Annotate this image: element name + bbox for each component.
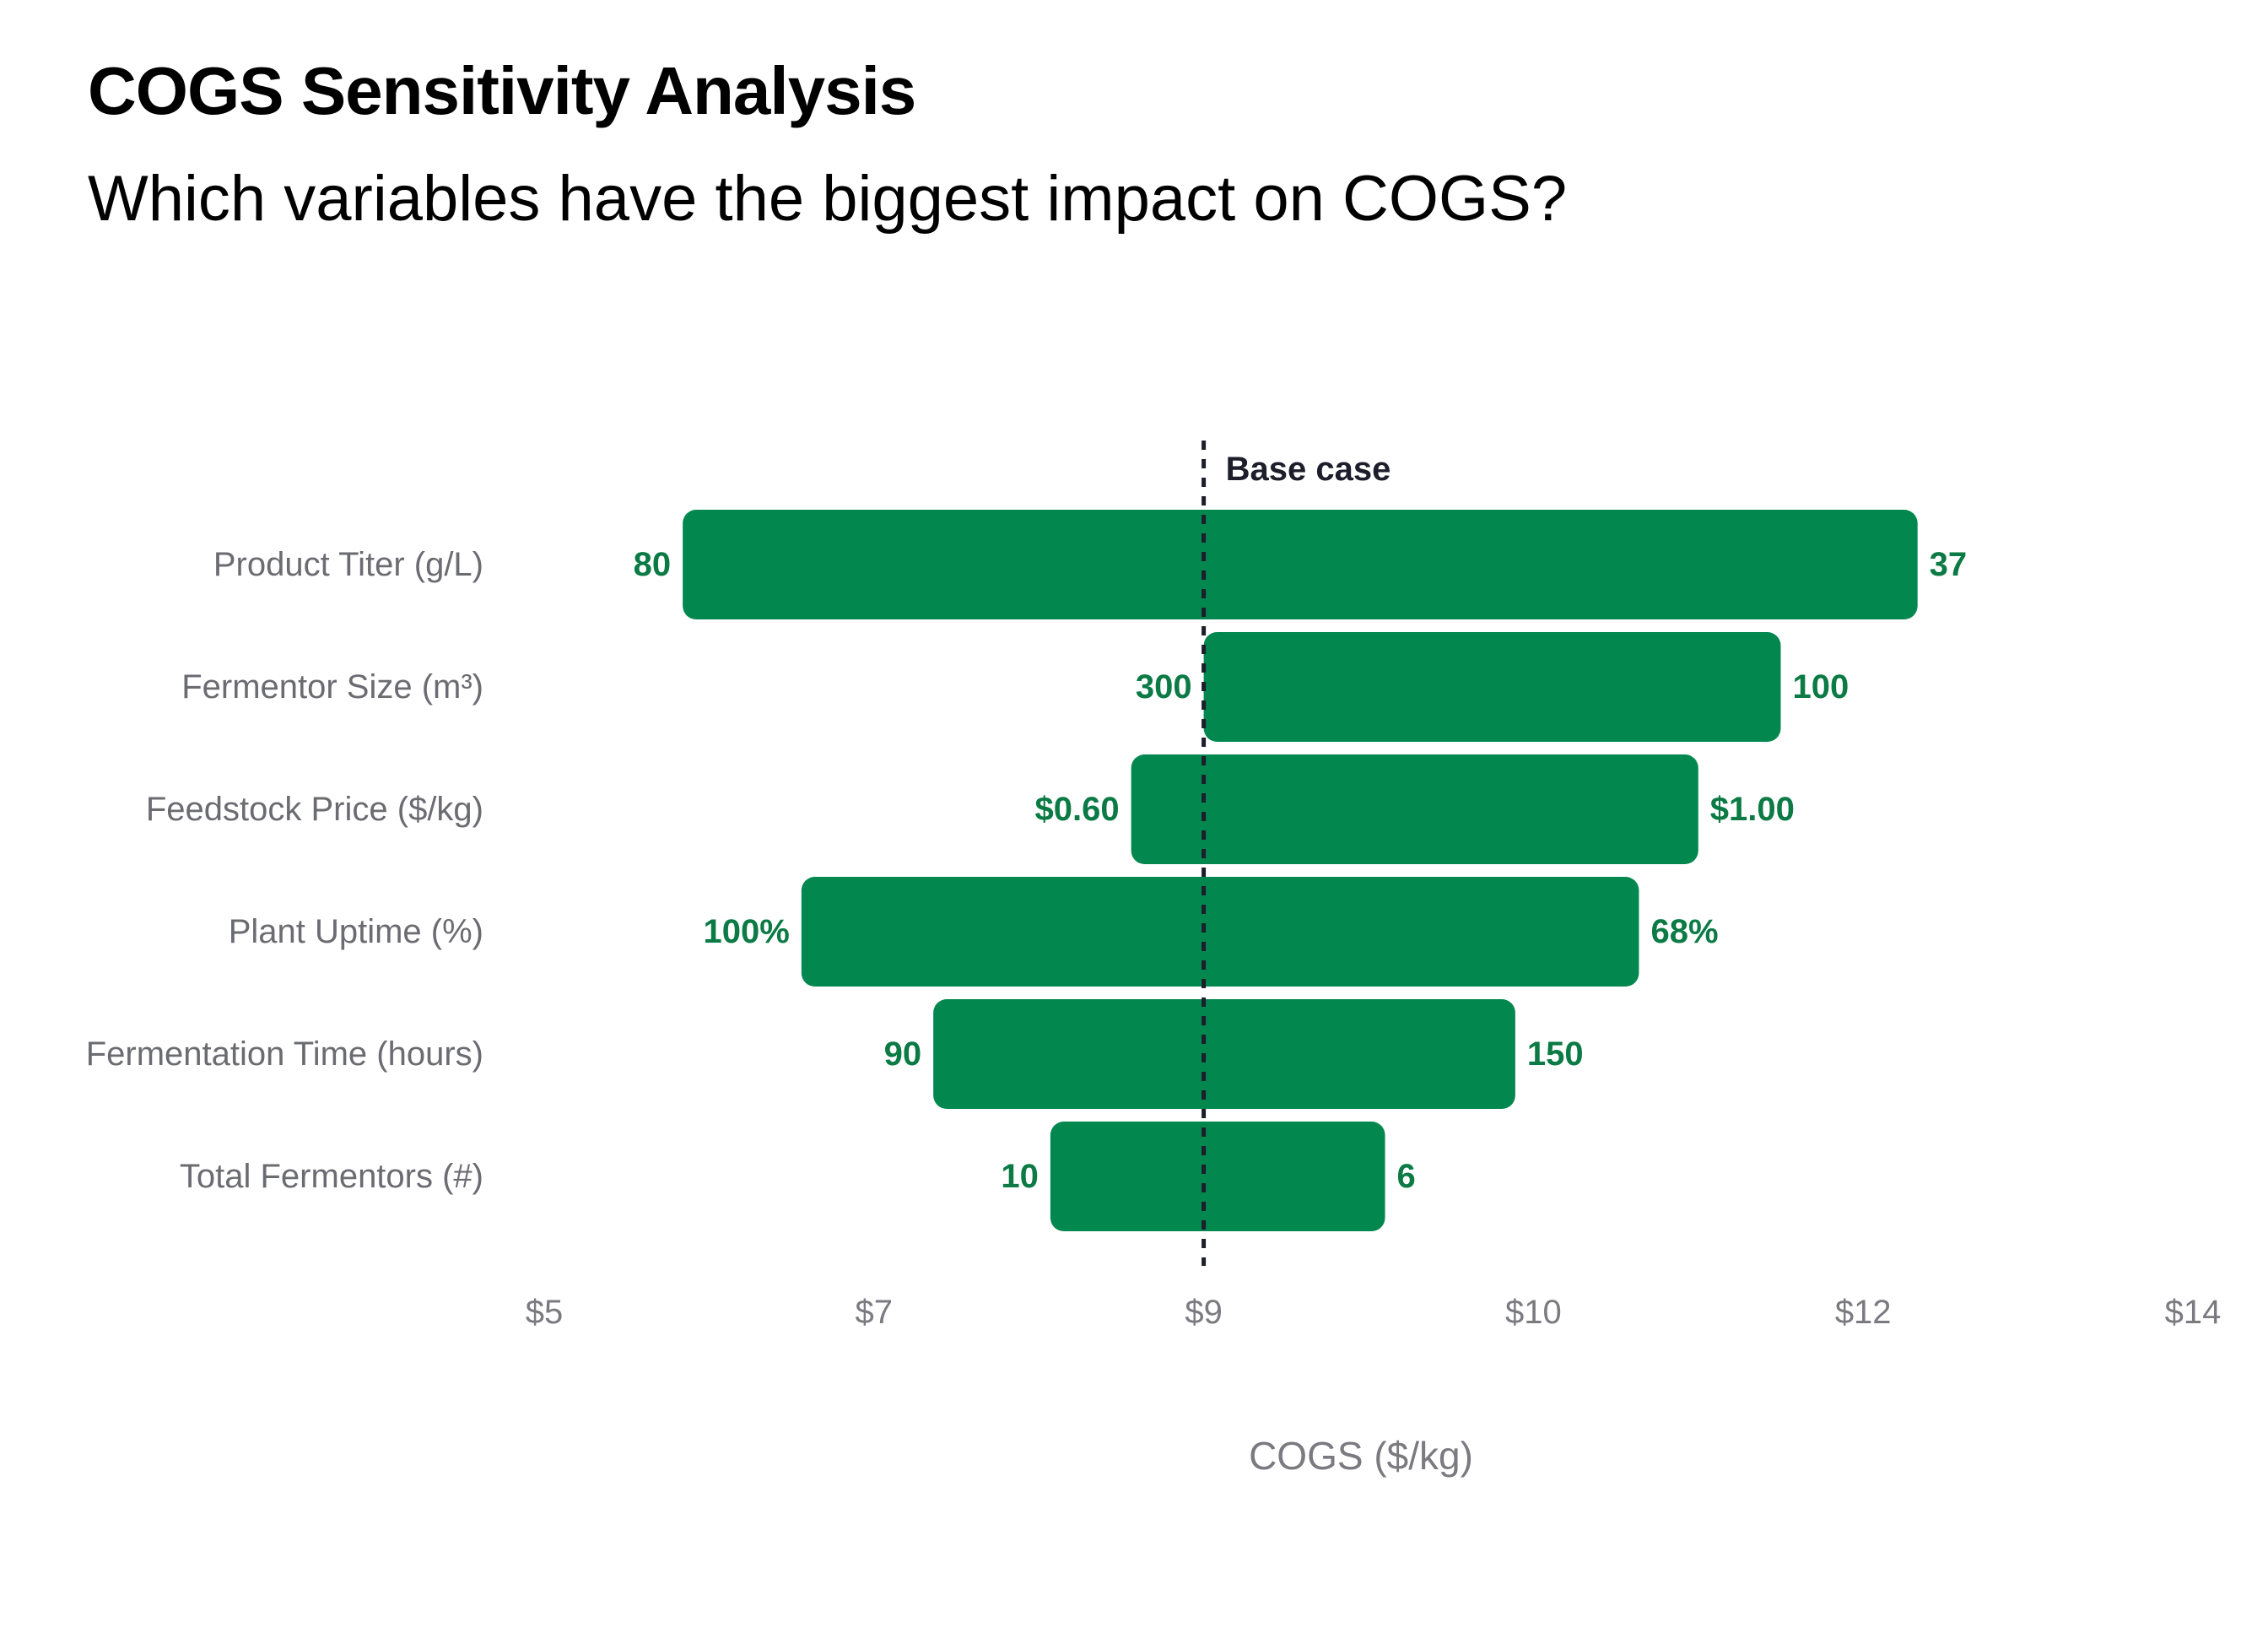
bar-3	[1131, 754, 1698, 864]
category-label: Plant Uptime (%)	[229, 913, 483, 950]
low-value-label: 80	[634, 546, 672, 583]
x-tick-label: $5	[526, 1294, 564, 1331]
base-case-label: Base case	[1226, 451, 1391, 488]
category-label: Fermentor Size (m³)	[181, 668, 483, 706]
category-label: Fermentation Time (hours)	[86, 1035, 483, 1073]
high-value-label: $1.00	[1710, 791, 1795, 828]
bar-1	[683, 510, 1918, 619]
high-value-label: 6	[1397, 1158, 1416, 1195]
high-value-label: 37	[1930, 546, 1968, 583]
low-value-label: 90	[884, 1035, 922, 1073]
x-tick-label: $10	[1505, 1294, 1562, 1331]
chart-title: COGS Sensitivity Analysis	[88, 53, 916, 128]
x-axis: $5 $7 $9 $10 $12 $14	[526, 1294, 2222, 1331]
low-value-label: 10	[1001, 1158, 1039, 1195]
high-value-label: 150	[1527, 1035, 1584, 1073]
x-tick-label: $7	[856, 1294, 894, 1331]
category-label: Feedstock Price ($/kg)	[146, 791, 483, 828]
high-value-label: 68%	[1650, 913, 1718, 950]
low-value-label: 300	[1136, 668, 1192, 706]
category-label: Total Fermentors (#)	[180, 1158, 483, 1195]
chart-subtitle: Which variables have the biggest impact …	[88, 163, 1568, 235]
bar-6	[1050, 1122, 1385, 1231]
bar-4	[801, 877, 1639, 987]
x-tick-label: $14	[2165, 1294, 2222, 1331]
high-value-label: 100	[1793, 668, 1850, 706]
labels-layer: Product Titer (g/L) 80 37 Fermentor Size (m…	[86, 546, 1967, 1195]
x-axis-title: COGS ($/kg)	[1249, 1434, 1473, 1478]
low-value-label: 100%	[704, 913, 790, 950]
x-tick-label: $12	[1835, 1294, 1892, 1331]
bar-2	[1203, 632, 1781, 742]
category-label: Product Titer (g/L)	[213, 546, 483, 583]
low-value-label: $0.60	[1035, 791, 1120, 828]
x-tick-label: $9	[1185, 1294, 1223, 1331]
bar-5	[933, 999, 1515, 1109]
base-case-marker: Base case	[1202, 441, 1391, 1266]
bars-layer	[683, 510, 1918, 1231]
